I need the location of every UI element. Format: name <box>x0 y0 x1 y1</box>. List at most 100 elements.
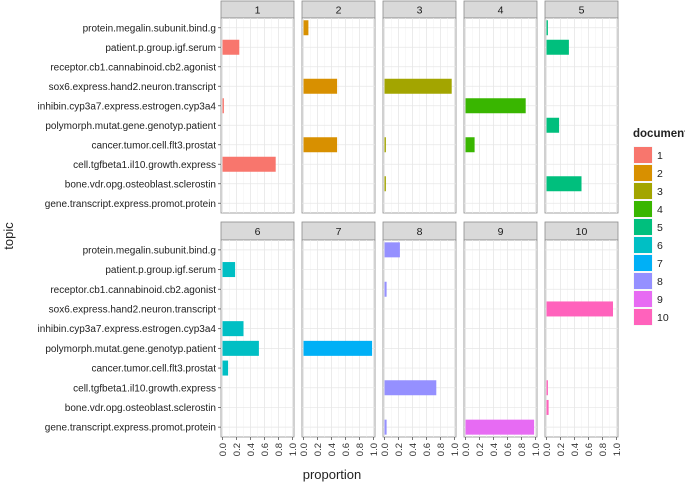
x-tick-label: 0.6 <box>341 443 352 456</box>
x-tick-label: 0.0 <box>461 443 472 456</box>
topic-label: polymorph.mutat.gene.genotyp.patient <box>45 344 216 355</box>
legend-label: 7 <box>657 258 663 270</box>
legend-swatch-8 <box>634 273 652 289</box>
legend-label: 3 <box>657 186 663 198</box>
topic-label: receptor.cb1.cannabinoid.cb2.agonist <box>50 62 216 73</box>
legend-swatch-3 <box>634 183 652 199</box>
bar-doc2-topic-1 <box>303 20 309 36</box>
x-tick-label: 1.0 <box>288 443 299 456</box>
x-tick-label: 0.2 <box>313 443 324 456</box>
topic-label: patient.p.group.igf.serum <box>105 43 216 54</box>
legend-label: 2 <box>657 168 663 180</box>
legend-swatch-6 <box>634 237 652 253</box>
x-tick-label: 0.0 <box>380 443 391 456</box>
bar-doc4-topic-5 <box>465 98 526 114</box>
topic-label: protein.megalin.subunit.bind.g <box>83 245 216 256</box>
x-tick-label: 0.6 <box>584 443 595 456</box>
facet-panel-4: 4 <box>463 0 538 214</box>
bar-doc10-topic-8 <box>546 380 548 396</box>
bar-doc8-topic-3 <box>384 281 387 297</box>
facet-strip-label: 5 <box>579 5 585 17</box>
facet-strip-label: 1 <box>255 5 261 17</box>
legend-label: 5 <box>657 222 663 234</box>
facet-panel-3: 3 <box>382 0 457 214</box>
facet-panel-6: 6 <box>220 221 295 438</box>
x-tick-label: 1.0 <box>369 443 380 456</box>
legend: document 1 2 3 4 5 6 7 8 9 10 <box>632 128 685 327</box>
x-tick-label: 0.2 <box>394 443 405 456</box>
bar-doc5-topic-9 <box>546 176 582 192</box>
facet-strip-label: 7 <box>336 226 342 238</box>
bar-doc10-topic-4 <box>546 301 613 317</box>
x-tick-label: 0.4 <box>246 443 257 456</box>
topic-label: gene.transcript.express.promot.protein <box>45 199 216 210</box>
facet-panel-9: 9 <box>463 221 538 438</box>
legend-swatch-5 <box>634 219 652 235</box>
facet-strip-label: 10 <box>576 226 588 238</box>
x-tick-label: 0.4 <box>327 443 338 456</box>
x-tick-label: 0.8 <box>274 443 285 456</box>
legend-label: 1 <box>657 150 663 162</box>
bar-doc3-topic-7 <box>384 137 386 153</box>
topic-label: inhibin.cyp3a7.express.estrogen.cyp3a4 <box>38 324 217 335</box>
bar-doc2-topic-4 <box>303 78 338 94</box>
bar-doc9-topic-10 <box>465 419 535 435</box>
bar-doc8-topic-10 <box>384 419 387 435</box>
legend-swatch-4 <box>634 201 652 217</box>
x-tick-label: 0.4 <box>570 443 581 456</box>
bar-doc7-topic-6 <box>303 340 373 356</box>
facet-panel-5: 5 <box>544 0 619 214</box>
x-tick-label: 1.0 <box>450 443 461 456</box>
facet-strip-label: 9 <box>498 226 504 238</box>
legend-swatch-7 <box>634 255 652 271</box>
bar-doc8-topic-1 <box>384 242 400 258</box>
x-tick-label: 0.8 <box>598 443 609 456</box>
bar-doc5-topic-2 <box>546 39 569 55</box>
legend-label: 8 <box>657 276 663 288</box>
x-tick-label: 0.8 <box>517 443 528 456</box>
topic-label: cell.tgfbeta1.il10.growth.express <box>73 160 216 171</box>
topic-label: sox6.express.hand2.neuron.transcript <box>49 82 217 93</box>
bar-doc6-topic-5 <box>222 321 244 337</box>
x-tick-label: 0.2 <box>475 443 486 456</box>
x-tick-label: 0.2 <box>556 443 567 456</box>
facet-strip-label: 2 <box>336 5 342 17</box>
topic-label: cell.tgfbeta1.il10.growth.express <box>73 383 216 394</box>
facet-panel-8: 8 <box>382 221 457 438</box>
facet-panel-1: 1 <box>220 0 295 214</box>
topic-label: cancer.tumor.cell.flt3.prostat <box>91 140 216 151</box>
bar-doc6-topic-7 <box>222 360 229 376</box>
legend-title: document <box>633 128 685 140</box>
bar-doc5-topic-6 <box>546 117 560 133</box>
topic-label: patient.p.group.igf.serum <box>105 265 216 276</box>
legend-swatch-1 <box>634 147 652 163</box>
facet-panel-2: 2 <box>301 0 376 214</box>
bar-doc3-topic-4 <box>384 78 452 94</box>
facet-panels: 1 2 3 4 5 6 7 8 9 10 <box>220 0 619 438</box>
bar-doc10-topic-9 <box>546 399 549 415</box>
topic-label: bone.vdr.opg.osteoblast.sclerostin <box>65 179 216 190</box>
topic-label: cancer.tumor.cell.flt3.prostat <box>91 364 216 375</box>
proportion-tick-labels: 0.0 0.2 0.4 0.6 0.8 1.0 0.0 0.2 0.4 0.6 0.8 1.0 0.0 0… <box>218 437 623 456</box>
topic-label: receptor.cb1.cannabinoid.cb2.agonist <box>50 285 216 296</box>
bar-doc1-topic-2 <box>222 39 240 55</box>
x-tick-label: 1.0 <box>531 443 542 456</box>
topic-label: inhibin.cyp3a7.express.estrogen.cyp3a4 <box>38 101 217 112</box>
topic-label: protein.megalin.subunit.bind.g <box>83 23 216 34</box>
y-axis-title: topic <box>1 222 16 250</box>
topic-label: bone.vdr.opg.osteoblast.sclerostin <box>65 403 216 414</box>
facet-strip-label: 8 <box>417 226 423 238</box>
legend-label: 10 <box>657 312 669 324</box>
bar-doc3-topic-9 <box>384 176 386 192</box>
topic-label: sox6.express.hand2.neuron.transcript <box>49 304 217 315</box>
x-tick-label: 0.4 <box>489 443 500 456</box>
x-tick-label: 1.0 <box>612 443 623 456</box>
legend-label: 9 <box>657 294 663 306</box>
bar-doc5-topic-1 <box>546 20 548 36</box>
x-tick-label: 0.8 <box>355 443 366 456</box>
bar-doc6-topic-6 <box>222 340 259 356</box>
x-tick-label: 0.6 <box>260 443 271 456</box>
bar-doc2-topic-7 <box>303 137 338 153</box>
facet-panel-10: 10 <box>544 221 619 438</box>
legend-swatch-10 <box>634 309 652 325</box>
